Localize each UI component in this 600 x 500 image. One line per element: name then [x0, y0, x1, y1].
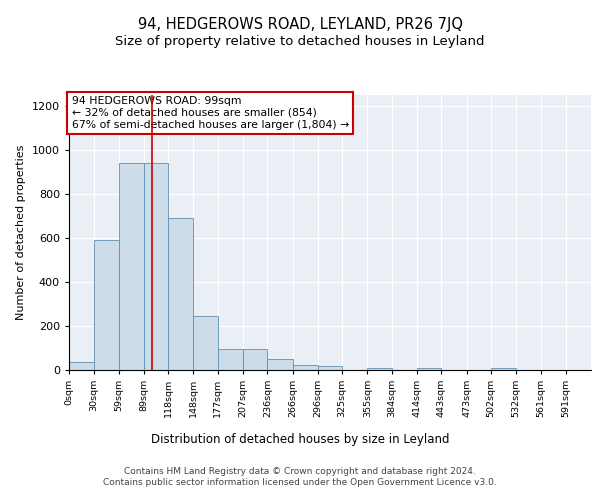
Bar — [218, 349, 243, 370]
Text: Size of property relative to detached houses in Leyland: Size of property relative to detached ho… — [115, 35, 485, 48]
Bar — [119, 163, 144, 370]
Bar — [243, 349, 268, 370]
Bar — [293, 364, 318, 370]
Bar — [417, 368, 442, 370]
Y-axis label: Number of detached properties: Number of detached properties — [16, 145, 26, 320]
Bar — [168, 218, 193, 370]
Bar — [94, 240, 119, 370]
Bar — [318, 366, 342, 370]
Text: 94, HEDGEROWS ROAD, LEYLAND, PR26 7JQ: 94, HEDGEROWS ROAD, LEYLAND, PR26 7JQ — [137, 18, 463, 32]
Text: Contains HM Land Registry data © Crown copyright and database right 2024.
Contai: Contains HM Land Registry data © Crown c… — [103, 468, 497, 487]
Text: 94 HEDGEROWS ROAD: 99sqm
← 32% of detached houses are smaller (854)
67% of semi-: 94 HEDGEROWS ROAD: 99sqm ← 32% of detach… — [71, 96, 349, 130]
Bar — [193, 316, 218, 370]
Bar — [367, 368, 392, 370]
Text: Distribution of detached houses by size in Leyland: Distribution of detached houses by size … — [151, 432, 449, 446]
Bar — [491, 368, 516, 370]
Bar — [144, 163, 168, 370]
Bar — [268, 359, 293, 370]
Bar — [69, 362, 94, 370]
